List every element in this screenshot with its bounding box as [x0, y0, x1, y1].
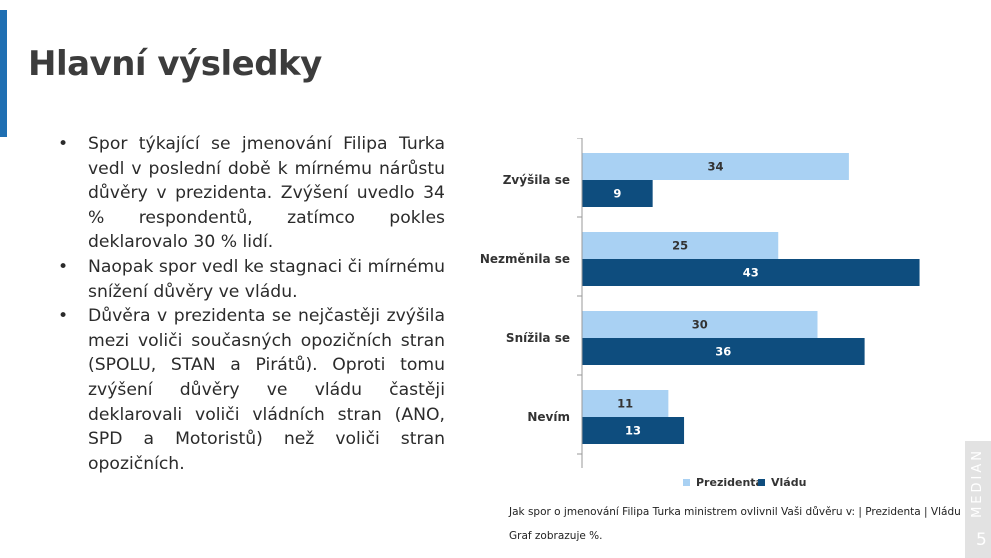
bar-prezidenta: [582, 311, 818, 338]
data-label: 34: [707, 160, 723, 174]
accent-bar: [0, 10, 7, 137]
brand-strip: [965, 441, 991, 558]
bullet-item: Důvěra v prezidenta se nejčastěji zvýšil…: [58, 304, 445, 476]
data-label: 25: [672, 239, 688, 253]
bar-prezidenta: [582, 390, 669, 417]
chart-caption: Graf zobrazuje %.: [509, 530, 603, 542]
legend-swatch-prezidenta: [683, 479, 690, 486]
bullet-item: Naopak spor vedl ke stagnaci či mírnému …: [58, 255, 445, 304]
bullet-item: Spor týkající se jmenování Filipa Turka …: [58, 132, 445, 255]
bar-vladu: [582, 259, 920, 286]
data-label: 13: [625, 424, 641, 438]
category-label: Nevím: [527, 410, 570, 424]
category-label: Nezměnila se: [480, 252, 570, 266]
bar-vladu: [582, 338, 865, 365]
data-label: 30: [692, 318, 708, 332]
bar-vladu: [582, 417, 685, 444]
legend-label: Prezidenta: [696, 476, 763, 489]
category-label: Snížila se: [506, 331, 570, 345]
data-label: 36: [715, 345, 731, 359]
bar-vladu: [582, 180, 653, 207]
data-label: 9: [613, 187, 621, 201]
page-number: 5: [976, 530, 987, 550]
category-label: Zvýšila se: [503, 173, 570, 187]
legend-item-prezidenta: Prezidenta: [683, 476, 763, 489]
data-label: 43: [743, 266, 759, 280]
legend-label: Vládu: [771, 476, 807, 489]
brand-logo-text: MEDIAN: [970, 448, 985, 518]
survey-question-note: Jak spor o jmenování Filipa Turka minist…: [509, 506, 961, 518]
bar-chart: 34 9 Zvýšila se 25 43 Nezměnila se 30 36 Snížila…: [480, 138, 920, 468]
legend-swatch-vladu: [758, 479, 765, 486]
bullet-list: Spor týkající se jmenování Filipa Turka …: [58, 132, 445, 476]
legend-item-vladu: Vládu: [758, 476, 806, 489]
bar-prezidenta: [582, 232, 779, 259]
page-title: Hlavní výsledky: [28, 44, 322, 84]
bar-prezidenta: [582, 153, 849, 180]
data-label: 11: [617, 397, 633, 411]
